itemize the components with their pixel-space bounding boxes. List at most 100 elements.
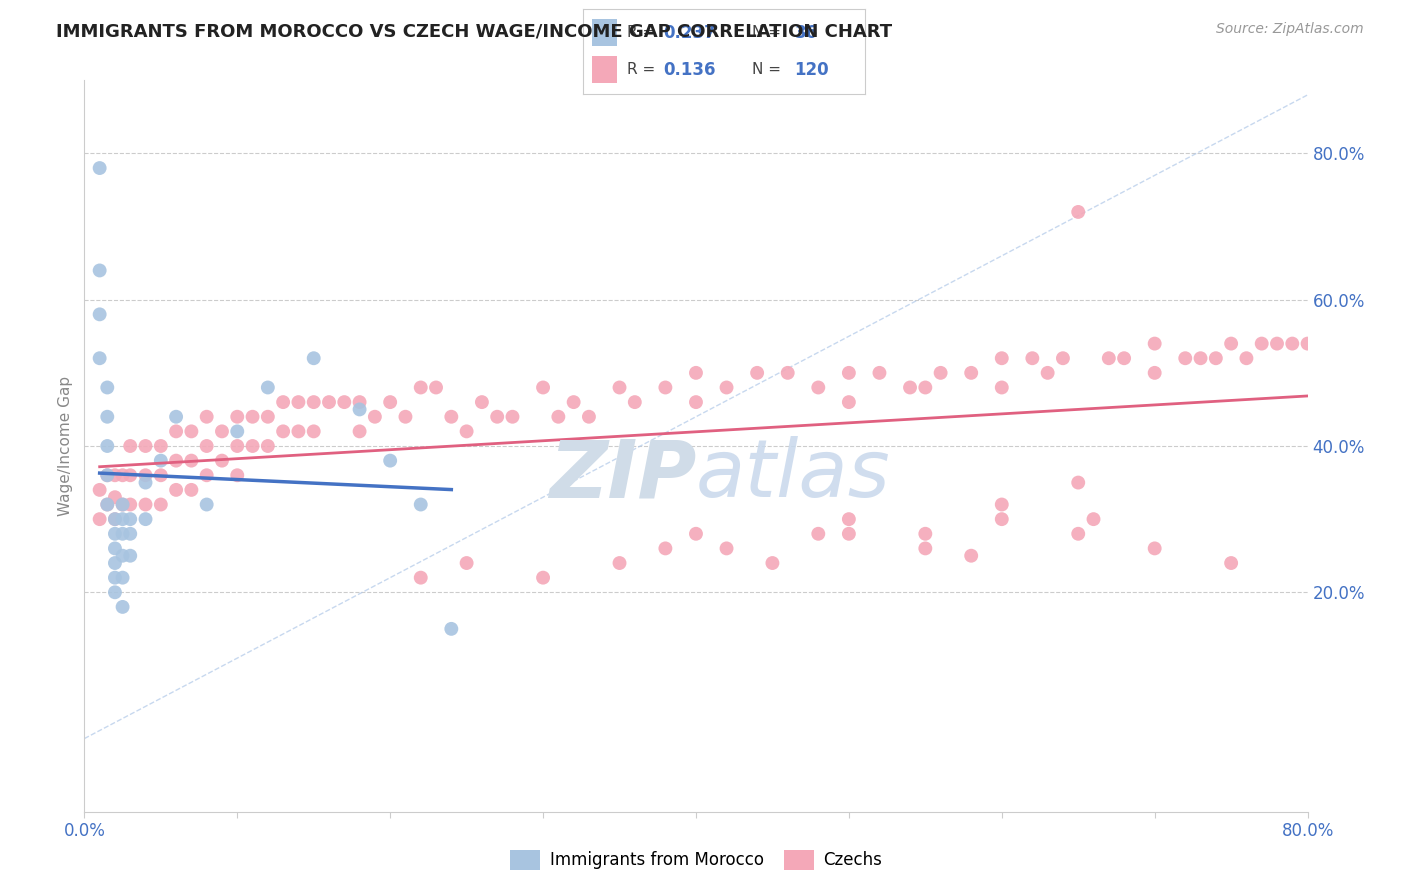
Point: [226, 468, 249, 483]
Point: [120, 439, 142, 453]
Point: [1083, 512, 1105, 526]
Point: [1067, 526, 1090, 541]
Legend: Immigrants from Morocco, Czechs: Immigrants from Morocco, Czechs: [503, 843, 889, 877]
Point: [104, 512, 127, 526]
Point: [120, 549, 142, 563]
Point: [271, 425, 294, 439]
Point: [318, 395, 340, 409]
Point: [1067, 475, 1090, 490]
Point: [1250, 336, 1272, 351]
Point: [120, 526, 142, 541]
Point: [111, 549, 134, 563]
Point: [531, 571, 554, 585]
Point: [609, 556, 631, 570]
Point: [624, 395, 647, 409]
Point: [104, 526, 127, 541]
Point: [226, 439, 249, 453]
Point: [807, 380, 830, 394]
Point: [111, 498, 134, 512]
Point: [89, 512, 111, 526]
Point: [654, 380, 676, 394]
Point: [838, 366, 860, 380]
Point: [104, 512, 127, 526]
Point: [562, 395, 585, 409]
Point: [456, 425, 478, 439]
Point: [409, 498, 432, 512]
Point: [394, 409, 416, 424]
Point: [1189, 351, 1212, 366]
Point: [135, 498, 157, 512]
Point: [195, 409, 218, 424]
Point: [547, 409, 569, 424]
Point: [716, 380, 738, 394]
Point: [111, 498, 134, 512]
Point: [149, 453, 172, 467]
Point: [120, 498, 142, 512]
Text: 36: 36: [794, 24, 817, 42]
Point: [1174, 351, 1197, 366]
Point: [96, 439, 118, 453]
Point: [914, 526, 936, 541]
Point: [211, 453, 233, 467]
Point: [960, 549, 983, 563]
Point: [1143, 336, 1166, 351]
Point: [165, 483, 187, 497]
Point: [226, 425, 249, 439]
Point: [271, 395, 294, 409]
Point: [456, 556, 478, 570]
Point: [486, 409, 509, 424]
Point: [302, 351, 325, 366]
Point: [111, 599, 134, 614]
Point: [349, 402, 371, 417]
Point: [685, 395, 707, 409]
Point: [333, 395, 356, 409]
Point: [89, 351, 111, 366]
Point: [1296, 336, 1319, 351]
Point: [195, 439, 218, 453]
Point: [1220, 336, 1243, 351]
Point: [135, 475, 157, 490]
Point: [1036, 366, 1059, 380]
Point: [1143, 541, 1166, 556]
Point: [104, 541, 127, 556]
Point: [1220, 556, 1243, 570]
Point: [349, 425, 371, 439]
Text: Source: ZipAtlas.com: Source: ZipAtlas.com: [1216, 22, 1364, 37]
Point: [685, 526, 707, 541]
Point: [531, 380, 554, 394]
Point: [226, 409, 249, 424]
Point: [165, 453, 187, 467]
Point: [149, 439, 172, 453]
Point: [104, 585, 127, 599]
Point: [914, 541, 936, 556]
Point: [111, 526, 134, 541]
Point: [1114, 351, 1136, 366]
Point: [349, 395, 371, 409]
Text: ZIP: ZIP: [548, 436, 696, 515]
Point: [960, 366, 983, 380]
Point: [242, 409, 264, 424]
Text: atlas: atlas: [696, 436, 891, 515]
Point: [211, 425, 233, 439]
Point: [1265, 336, 1288, 351]
Point: [257, 380, 280, 394]
Point: [302, 395, 325, 409]
Point: [111, 512, 134, 526]
Point: [149, 498, 172, 512]
Point: [776, 366, 799, 380]
Text: R =: R =: [627, 25, 661, 40]
Point: [135, 439, 157, 453]
Text: IMMIGRANTS FROM MOROCCO VS CZECH WAGE/INCOME GAP CORRELATION CHART: IMMIGRANTS FROM MOROCCO VS CZECH WAGE/IN…: [56, 22, 893, 40]
Point: [654, 541, 676, 556]
Text: N =: N =: [752, 25, 786, 40]
Point: [287, 425, 309, 439]
Point: [120, 512, 142, 526]
Point: [1052, 351, 1074, 366]
Point: [96, 468, 118, 483]
Point: [440, 409, 463, 424]
Point: [302, 425, 325, 439]
Point: [1281, 336, 1303, 351]
Point: [96, 409, 118, 424]
Point: [1067, 205, 1090, 219]
Point: [89, 263, 111, 277]
